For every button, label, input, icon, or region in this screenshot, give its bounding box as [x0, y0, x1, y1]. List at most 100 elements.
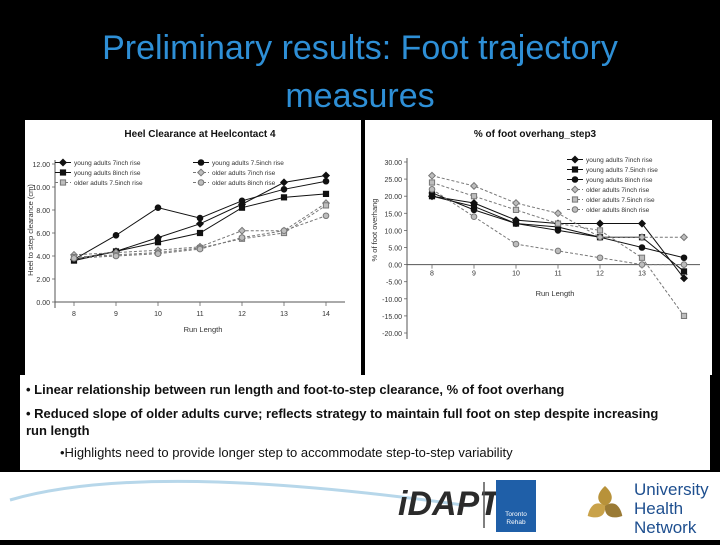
data-point: [679, 274, 689, 283]
legend-label: older adults 7.5inch rise: [74, 180, 143, 187]
data-point: [511, 199, 521, 208]
data-point: [112, 252, 120, 260]
y-tick-label: 25.00: [384, 177, 402, 184]
bullet-linear-relationship: • Linear relationship between run length…: [26, 382, 565, 397]
data-point: [680, 254, 688, 262]
heel-clearance-legend: young adults 7inch rise young adults 7.5i…: [55, 158, 284, 187]
legend-label: young adults 7inch rise: [74, 160, 141, 167]
y-tick-label: 10.00: [384, 228, 402, 235]
data-point: [512, 240, 520, 248]
data-point: [154, 204, 162, 211]
y-tick-label: 4.00: [36, 254, 50, 261]
data-point: [554, 247, 562, 255]
legend-marker: [571, 166, 579, 173]
data-point: [595, 219, 605, 228]
toronto-rehab-logo-text-1: Toronto: [505, 511, 527, 518]
idapt-logo: iDAPT: [398, 485, 503, 523]
data-point: [680, 268, 688, 275]
uhn-logo-text-2: Health: [634, 499, 683, 518]
foot-overhang-plot: % of foot overhang_step3 30.00 25.00 20.00 1…: [370, 129, 700, 339]
uhn-emblem-icon: [587, 486, 623, 518]
heel-clearance-title: Heel Clearance at Heelcontact 4: [124, 129, 276, 140]
uhn-logo-text-3: Network: [634, 518, 697, 537]
data-point: [322, 190, 330, 198]
legend-marker: [571, 176, 579, 183]
data-point: [196, 214, 204, 222]
bullet-longer-step: •Highlights need to provide longer step …: [60, 445, 513, 460]
series-older-adults-8inch-rise: [428, 186, 688, 268]
legend-label: young adults 8inch rise: [586, 177, 653, 184]
legend-marker: [196, 168, 206, 177]
series-older-adults-7-5inch-rise: [428, 179, 688, 320]
uhn-logo-text-1: University: [634, 480, 709, 499]
data-point: [112, 232, 120, 239]
y-tick-label: 0.00: [36, 300, 50, 307]
foot-overhang-y-axis-label: % of foot overhang: [370, 199, 379, 262]
heel-clearance-x-axis-label: Run Length: [184, 325, 223, 334]
foot-overhang-chart: % of foot overhang_step3 30.00 25.00 20.00 1…: [370, 129, 700, 339]
footer-logo-bar: iDAPT Toronto Rehab University Health Ne…: [0, 472, 720, 540]
data-point: [238, 234, 246, 241]
uhn-logo: University Health Network: [587, 480, 709, 537]
y-tick-label: 2.00: [36, 277, 50, 284]
foot-overhang-x-axis-label: Run Length: [536, 289, 575, 298]
x-tick-label: 9: [114, 311, 118, 318]
y-tick-label: -10.00: [382, 297, 402, 304]
data-point: [470, 213, 478, 221]
series-young-adults-7-5inch-rise: [428, 193, 688, 275]
x-tick-label: 12: [596, 271, 604, 278]
x-tick-label: 9: [472, 271, 476, 278]
data-point: [638, 254, 646, 261]
idapt-logo-text: iDAPT: [398, 485, 503, 523]
data-point: [512, 220, 520, 227]
data-point: [596, 254, 604, 262]
data-point: [195, 219, 205, 228]
y-tick-label: 30.00: [384, 160, 402, 167]
legend-label: older adults 8inch rise: [586, 207, 650, 214]
series-young-adults-7-5inch-rise: [70, 177, 330, 263]
y-tick-label: 0.00: [388, 263, 402, 270]
legend-entry: older adults 7inch rise: [567, 185, 650, 194]
data-point: [196, 229, 204, 237]
heel-clearance-plot: Heel Clearance at Heelcontact 4 0.00 2.00 4…: [26, 129, 345, 334]
bullet-reduced-slope: • Reduced slope of older adults curve; r…: [26, 406, 659, 438]
data-point: [428, 186, 436, 193]
toronto-rehab-logo-text-2: Rehab: [506, 519, 526, 526]
toronto-rehab-logo: Toronto Rehab: [496, 480, 536, 532]
data-point: [512, 206, 520, 213]
legend-entry: older adults 8inch rise: [567, 206, 650, 214]
data-point: [238, 197, 246, 205]
data-point: [470, 193, 478, 200]
data-point: [596, 227, 604, 234]
legend-entry: young adults 7.5inch rise: [193, 159, 284, 167]
y-tick-label: 10.00: [32, 185, 50, 192]
data-point: [428, 179, 436, 186]
footer-swoosh: [9, 479, 471, 508]
legend-label: young adults 7inch rise: [586, 157, 653, 164]
data-point: [595, 233, 605, 242]
toronto-rehab-logo-background: [496, 480, 536, 532]
data-point: [280, 227, 288, 234]
legend-marker: [570, 185, 580, 194]
legend-label: older adults 8inch rise: [212, 180, 276, 187]
data-point: [469, 181, 479, 190]
y-tick-label: -15.00: [382, 314, 402, 321]
data-point: [680, 312, 688, 320]
y-tick-label: 15.00: [384, 211, 402, 218]
legend-entry: young adults 7inch rise: [55, 158, 141, 167]
data-point: [470, 206, 478, 214]
legend-label: older adults 7.5inch rise: [586, 197, 655, 204]
data-point: [554, 227, 562, 234]
legend-label: young adults 8inch rise: [74, 170, 141, 177]
x-tick-label: 10: [154, 311, 162, 318]
x-tick-label: 12: [238, 311, 246, 318]
foot-overhang-title: % of foot overhang_step3: [474, 129, 597, 140]
slide-title: Preliminary results: Foot trajectory mea…: [102, 29, 618, 115]
x-tick-label: 13: [280, 311, 288, 318]
data-point: [322, 212, 330, 220]
legend-entry: older adults 8inch rise: [193, 179, 276, 187]
legend-label: older adults 7inch rise: [586, 187, 650, 194]
y-tick-label: 8.00: [36, 208, 50, 215]
y-tick-label: 12.00: [32, 162, 50, 169]
legend-entry: young adults 8inch rise: [55, 169, 141, 177]
